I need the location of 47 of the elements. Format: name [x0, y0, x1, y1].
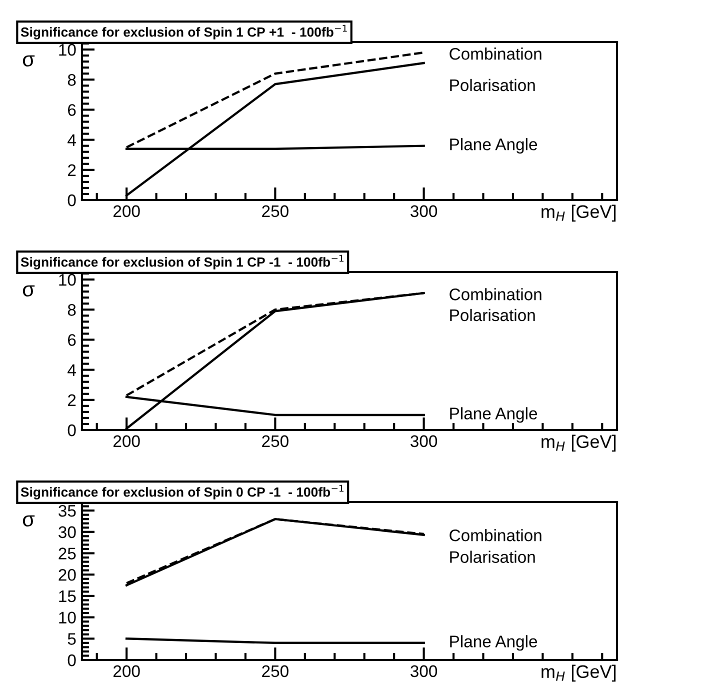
series-label: Polarisation [450, 308, 535, 322]
y-tick-label: 6 [68, 104, 76, 116]
series-label: Polarisation [450, 550, 535, 563]
series-label: Polarisation [450, 78, 535, 92]
y-tick-label: 4 [68, 364, 76, 376]
y-tick-label: 5 [68, 633, 76, 645]
x-tick-label: 250 [262, 665, 288, 678]
x-tick-label: 300 [410, 435, 438, 448]
y-tick-label: 15 [59, 590, 76, 602]
y-axis-title: σ [22, 55, 35, 67]
y-tick-label: 0 [68, 194, 76, 206]
x-axis-title: m$_{H}$ [GeV] [542, 434, 616, 452]
y-tick-label: 2 [68, 394, 76, 406]
y-tick-label: 0 [68, 654, 76, 666]
y-tick-label: 35 [58, 504, 76, 517]
series-label: Combination [450, 48, 542, 60]
x-tick-label: 300 [410, 665, 438, 678]
y-tick-label: 6 [68, 334, 76, 346]
x-tick-label: 250 [262, 205, 288, 218]
y-axis-title: σ [22, 285, 35, 297]
y-tick-label: 10 [59, 274, 76, 286]
y-tick-label: 8 [68, 74, 76, 86]
x-tick-label: 200 [114, 665, 140, 678]
x-tick-label: 300 [410, 205, 438, 218]
y-tick-label: 10 [59, 44, 76, 56]
x-axis-title: m$_{H}$ [GeV] [542, 204, 616, 222]
chart-title: Significance for exclusion of Spin 1 CP +1 - 100fb$^{−1}$ [20, 24, 347, 40]
y-axis-title: σ [22, 515, 35, 527]
x-tick-label: 250 [262, 435, 288, 448]
y-tick-label: 4 [68, 134, 76, 146]
y-tick-label: 25 [58, 548, 76, 560]
x-axis-title: m$_{H}$ [GeV] [542, 664, 616, 682]
x-tick-label: 200 [114, 205, 140, 218]
chart-title: Significance for exclusion of Spin 1 CP -1 - 100fb$^{−1}$ [20, 254, 344, 270]
y-tick-label: 0 [68, 424, 76, 436]
series-label: Plane Angle [450, 407, 538, 423]
y-tick-label: 20 [58, 568, 76, 581]
series-label: Plane Angle [450, 635, 538, 651]
y-tick-label: 2 [68, 164, 76, 176]
chart-title: Significance for exclusion of Spin 0 CP -1 - 100fb$^{−1}$ [20, 484, 344, 500]
y-tick-label: 10 [59, 612, 76, 624]
x-tick-label: 200 [114, 435, 140, 448]
series-label: Combination [450, 529, 542, 542]
series-label: Combination [450, 288, 542, 300]
y-tick-label: 30 [58, 526, 76, 538]
series-label: Plane Angle [450, 138, 538, 154]
y-tick-label: 8 [68, 304, 76, 316]
